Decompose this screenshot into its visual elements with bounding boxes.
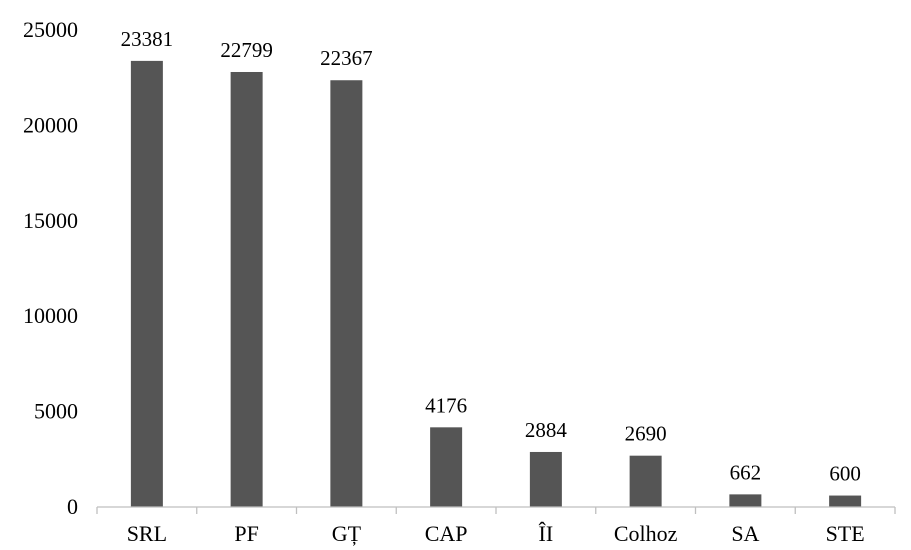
y-tick-label: 15000	[23, 208, 78, 233]
x-category-label: ÎI	[539, 521, 554, 546]
y-tick-label: 10000	[23, 303, 78, 328]
bar	[629, 455, 662, 507]
y-axis-ticks: 0 5000 10000 15000 20000 25000	[23, 17, 78, 519]
bar	[829, 495, 862, 507]
y-tick-label: 0	[67, 494, 78, 519]
y-tick-label: 20000	[23, 112, 78, 137]
x-category-label: Colhoz	[614, 521, 678, 546]
data-label: 662	[730, 460, 762, 484]
x-category-label: STE	[826, 521, 865, 546]
x-axis-ticks	[96, 507, 896, 514]
data-label: 2690	[625, 422, 667, 446]
x-category-label: GȚ	[332, 521, 362, 546]
x-category-label: CAP	[425, 521, 468, 546]
bar	[130, 60, 163, 508]
data-label: 22367	[320, 46, 373, 70]
data-label: 23381	[121, 27, 174, 51]
y-tick-label: 25000	[23, 17, 78, 42]
bar	[430, 427, 463, 507]
bars	[130, 60, 862, 508]
x-category-label: SA	[731, 521, 759, 546]
bar	[529, 451, 562, 507]
x-category-label: SRL	[127, 521, 167, 546]
bar	[230, 71, 263, 507]
data-label: 2884	[525, 418, 568, 442]
data-label: 600	[829, 462, 861, 486]
bar	[729, 494, 762, 507]
category-labels: SRL PF GȚ CAP ÎI Colhoz SA STE	[127, 521, 865, 546]
bar	[330, 80, 363, 507]
data-label: 22799	[220, 38, 273, 62]
x-category-label: PF	[234, 521, 258, 546]
data-labels: 23381 22799 22367 4176 2884 2690 662 600	[121, 27, 861, 486]
data-label: 4176	[425, 393, 467, 417]
y-tick-label: 5000	[34, 399, 78, 424]
